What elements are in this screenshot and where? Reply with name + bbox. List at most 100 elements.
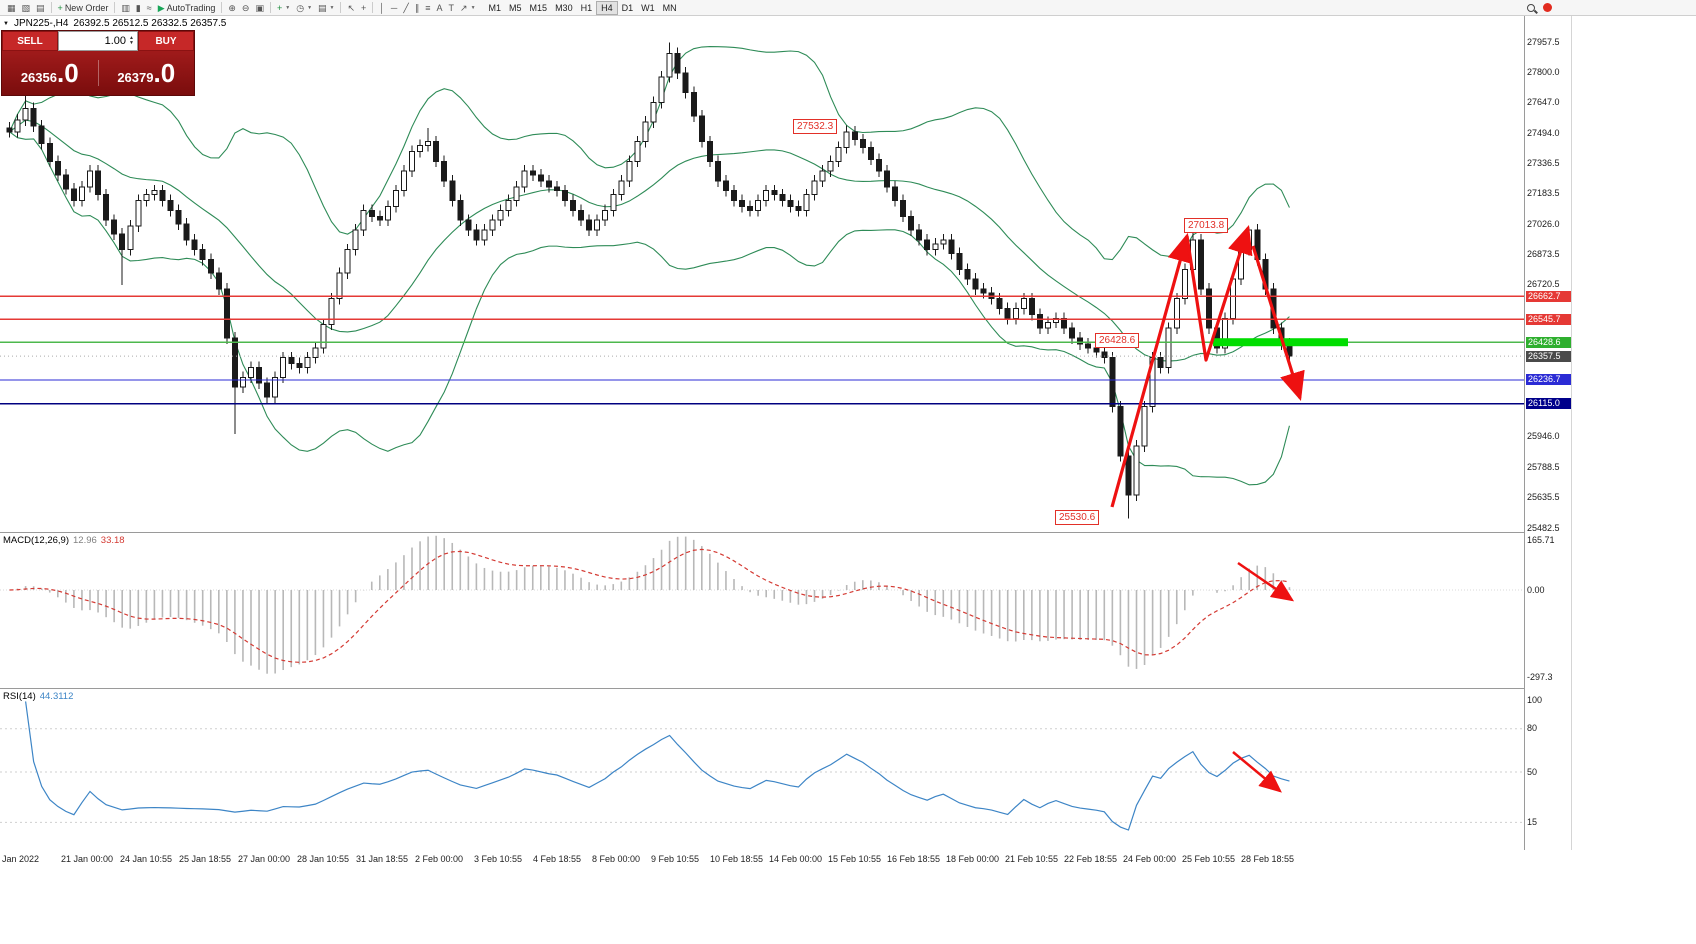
time-axis-label: 21 Jan 00:00 <box>61 854 114 864</box>
macd-trend-arrow[interactable] <box>1237 561 1295 602</box>
price-callout[interactable]: 27013.8 <box>1184 218 1229 233</box>
chart-candles-icon: ▮ <box>135 2 141 13</box>
price-callout[interactable]: 26428.6 <box>1095 333 1140 348</box>
macd-panel-canvas[interactable] <box>0 532 1524 688</box>
indicators-icon[interactable]: + ▼ <box>274 1 293 15</box>
autotrading-button[interactable]: ▶ AutoTrading <box>155 1 219 15</box>
charts-list-icon[interactable]: ▤ <box>33 1 48 15</box>
price-callout[interactable]: 25530.6 <box>1055 510 1100 525</box>
spinner-down-icon[interactable]: ▼ <box>129 40 134 46</box>
trend-arrow[interactable] <box>1110 232 1193 508</box>
sell-button[interactable]: SELL <box>2 31 58 51</box>
vertical-line-icon[interactable]: │ <box>376 1 388 15</box>
price-level-label: 26115.0 <box>1526 398 1571 410</box>
sell-price-big: .0 <box>56 58 79 88</box>
timeframe-m5[interactable]: M5 <box>509 2 522 13</box>
macd-signal-line <box>9 548 1290 663</box>
notification-badge[interactable] <box>1543 3 1552 12</box>
one-click-collapse-toggle[interactable]: ▼ <box>3 20 9 27</box>
fibonacci-icon[interactable]: ≡ <box>422 1 433 15</box>
rsi-line <box>25 701 1290 831</box>
timeframe-w1[interactable]: W1 <box>641 2 655 13</box>
label-icon[interactable]: T <box>446 1 458 15</box>
price-tick: 27183.5 <box>1527 188 1560 199</box>
tile-windows-icon[interactable]: ▣ <box>252 1 267 15</box>
toolbar-items: ▦ ▧ ▤ + New Order ▥ ▮ ≈ ▶ AutoTrading ⊕ ⊖ ▣ + ▼ ◷ ▼ ▤ ▼ ↖ + │… <box>4 1 479 15</box>
cursor-icon[interactable]: ↖ <box>344 1 358 15</box>
new-order-button[interactable]: + New Order <box>55 1 112 15</box>
horizontal-line-icon[interactable]: ─ <box>388 1 400 15</box>
time-axis-label: 31 Jan 18:55 <box>356 854 409 864</box>
time-axis-label: 8 Feb 00:00 <box>592 854 641 864</box>
buy-price[interactable]: 26379.0 <box>97 60 195 86</box>
price-callout[interactable]: 27532.3 <box>793 119 838 134</box>
arrows-icon[interactable]: ↗ ▼ <box>457 1 479 15</box>
time-axis-label: 28 Feb 18:55 <box>1241 854 1295 864</box>
fibonacci-icon: ≡ <box>425 2 431 13</box>
chart-symbol-period: JPN225-,H4 <box>13 18 69 29</box>
price-level-label: 26662.7 <box>1526 290 1571 302</box>
crosshair-icon[interactable]: + <box>358 1 369 15</box>
timeframe-h4[interactable]: H4 <box>596 0 618 15</box>
buy-button[interactable]: BUY <box>138 31 194 51</box>
time-axis[interactable]: Jan 2022 21 Jan 00:00 24 Jan 10:55 25 Jan 1… <box>0 850 1572 870</box>
trend-arrow[interactable] <box>1185 224 1253 362</box>
price-scale[interactable]: 27957.5 27800.0 27647.0 27494.0 27336.5 27183… <box>1524 16 1572 850</box>
toolbar-separator <box>340 2 342 13</box>
chevron-down-icon: ▼ <box>285 4 291 11</box>
price-tick: 27647.0 <box>1527 97 1560 108</box>
zoom-in-icon[interactable]: ⊕ <box>225 1 239 15</box>
chevron-down-icon: ▼ <box>329 4 335 11</box>
volume-spinner[interactable]: ▲ ▼ <box>129 36 134 46</box>
panel-separator-rsi[interactable] <box>0 688 1572 689</box>
timeframe-m15[interactable]: M15 <box>529 2 548 13</box>
rsi-label: RSI(14) 44.3112 <box>3 691 73 702</box>
price-tick: 27494.0 <box>1527 127 1560 138</box>
time-axis-label: 18 Feb 00:00 <box>946 854 1000 864</box>
periods-icon[interactable]: ◷ ▼ <box>293 1 315 15</box>
chart-candles-icon[interactable]: ▮ <box>133 1 144 15</box>
chevron-down-icon: ▼ <box>470 4 476 11</box>
zoom-out-icon[interactable]: ⊖ <box>239 1 253 15</box>
bollinger-upper-band <box>8 46 1290 261</box>
time-axis-label: 27 Jan 00:00 <box>238 854 291 864</box>
rsi-panel-canvas[interactable] <box>0 688 1524 850</box>
new-chart-icon: ▦ <box>7 2 16 13</box>
bollinger-lower-band <box>9 131 1290 486</box>
buy-price-main: 26379 <box>117 70 154 85</box>
rsi-trend-arrow[interactable] <box>1232 751 1282 793</box>
panel-separator-macd[interactable] <box>0 532 1572 533</box>
trend-arrow[interactable] <box>1251 245 1305 402</box>
chart-header: ▼ JPN225-,H4 26392.5 26512.5 26332.5 263… <box>3 18 226 29</box>
toolbar-separator <box>372 2 374 13</box>
timeframe-d1[interactable]: D1 <box>621 2 634 13</box>
templates-icon[interactable]: ▤ ▼ <box>315 1 337 15</box>
toolbar-separator <box>221 2 223 13</box>
new-chart-icon[interactable]: ▦ <box>4 1 19 15</box>
trendline-icon[interactable]: ╱ <box>400 1 411 15</box>
price-level-label: 26236.7 <box>1526 374 1571 386</box>
spinner-up-icon[interactable]: ▲ <box>129 35 134 41</box>
price-tick: 26720.5 <box>1527 279 1560 290</box>
volume-input[interactable]: 1.00 ▲ ▼ <box>58 31 138 51</box>
chart-window[interactable]: 27957.5 27800.0 27647.0 27494.0 27336.5 27183… <box>0 16 1696 944</box>
chart-line-icon[interactable]: ≈ <box>144 1 155 15</box>
sell-price[interactable]: 26356.0 <box>2 60 98 86</box>
timeframe-m30[interactable]: M30 <box>555 2 573 13</box>
price-level-label: 26357.5 <box>1526 350 1571 362</box>
timeframe-h1[interactable]: H1 <box>580 2 593 13</box>
price-chart-canvas[interactable] <box>0 16 1524 532</box>
timeframe-mn[interactable]: MN <box>662 2 677 13</box>
text-icon[interactable]: A <box>434 1 446 15</box>
equidistant-channel-icon[interactable]: ∥ <box>412 1 423 15</box>
time-axis-label: 10 Feb 18:55 <box>710 854 764 864</box>
vertical-line-icon: │ <box>379 2 385 13</box>
green-zone-segment[interactable] <box>1213 338 1348 347</box>
price-tick: 25635.5 <box>1527 492 1560 503</box>
profiles-icon[interactable]: ▧ <box>19 1 34 15</box>
search-icon[interactable] <box>1527 3 1535 12</box>
price-tick: 25788.5 <box>1527 462 1560 473</box>
cursor-icon: ↖ <box>347 2 356 13</box>
timeframe-m1[interactable]: M1 <box>488 2 502 13</box>
chart-bars-icon[interactable]: ▥ <box>118 1 133 15</box>
